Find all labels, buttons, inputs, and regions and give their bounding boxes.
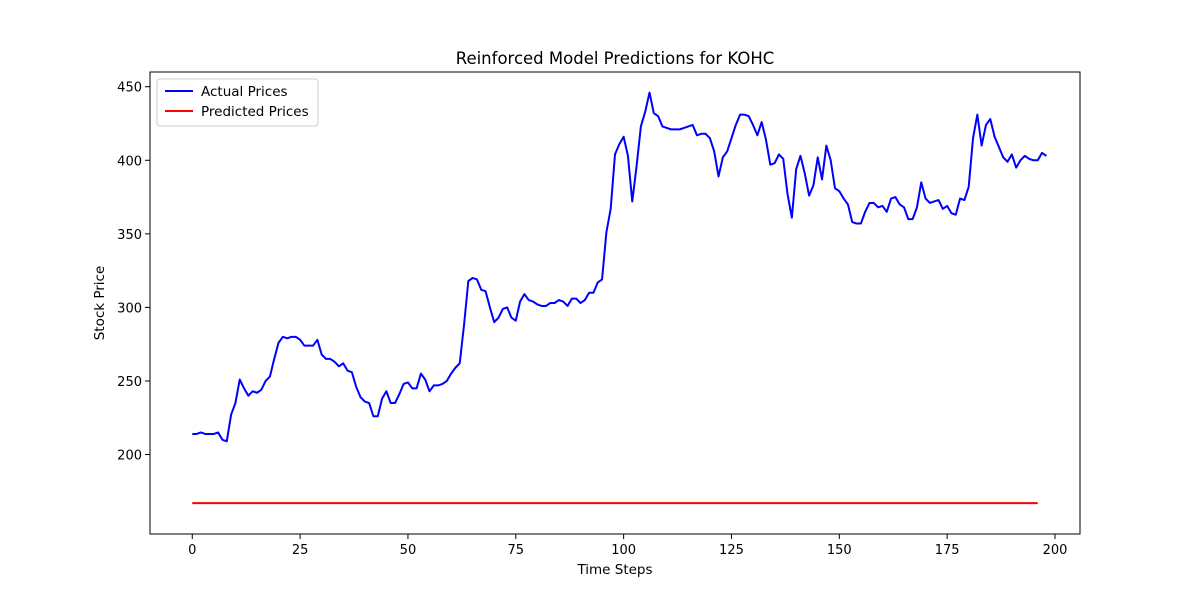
legend: Actual Prices Predicted Prices xyxy=(156,78,319,127)
plot-frame xyxy=(149,71,1081,535)
y-tick-label: 350 xyxy=(117,228,142,243)
chart-title: Reinforced Model Predictions for KOHC xyxy=(456,49,775,68)
x-axis-label: Time Steps xyxy=(576,562,652,578)
x-tick-label: 125 xyxy=(719,543,744,558)
x-tick-label: 25 xyxy=(292,543,309,558)
y-tick-label: 200 xyxy=(117,449,142,464)
y-axis: 200 250 300 350 400 450 xyxy=(117,81,150,464)
x-tick-label: 175 xyxy=(935,543,960,558)
x-tick-label: 50 xyxy=(400,543,417,558)
x-tick-label: 100 xyxy=(611,543,636,558)
legend-box xyxy=(156,78,319,127)
x-axis: 0 25 50 75 100 125 150 175 200 xyxy=(188,534,1067,558)
plot-series xyxy=(192,91,1047,505)
legend-label-actual: Actual Prices xyxy=(201,84,288,100)
x-tick-label: 75 xyxy=(508,543,525,558)
x-tick-label: 0 xyxy=(188,543,196,558)
legend-label-predicted: Predicted Prices xyxy=(201,104,309,120)
x-tick-label: 200 xyxy=(1043,543,1068,558)
x-tick-label: 150 xyxy=(827,543,852,558)
y-tick-label: 250 xyxy=(117,375,142,390)
y-tick-label: 300 xyxy=(117,301,142,316)
y-tick-label: 450 xyxy=(117,81,142,96)
y-axis-label: Stock Price xyxy=(92,266,108,341)
y-tick-label: 400 xyxy=(117,154,142,169)
series-line-actual-prices xyxy=(192,91,1047,443)
